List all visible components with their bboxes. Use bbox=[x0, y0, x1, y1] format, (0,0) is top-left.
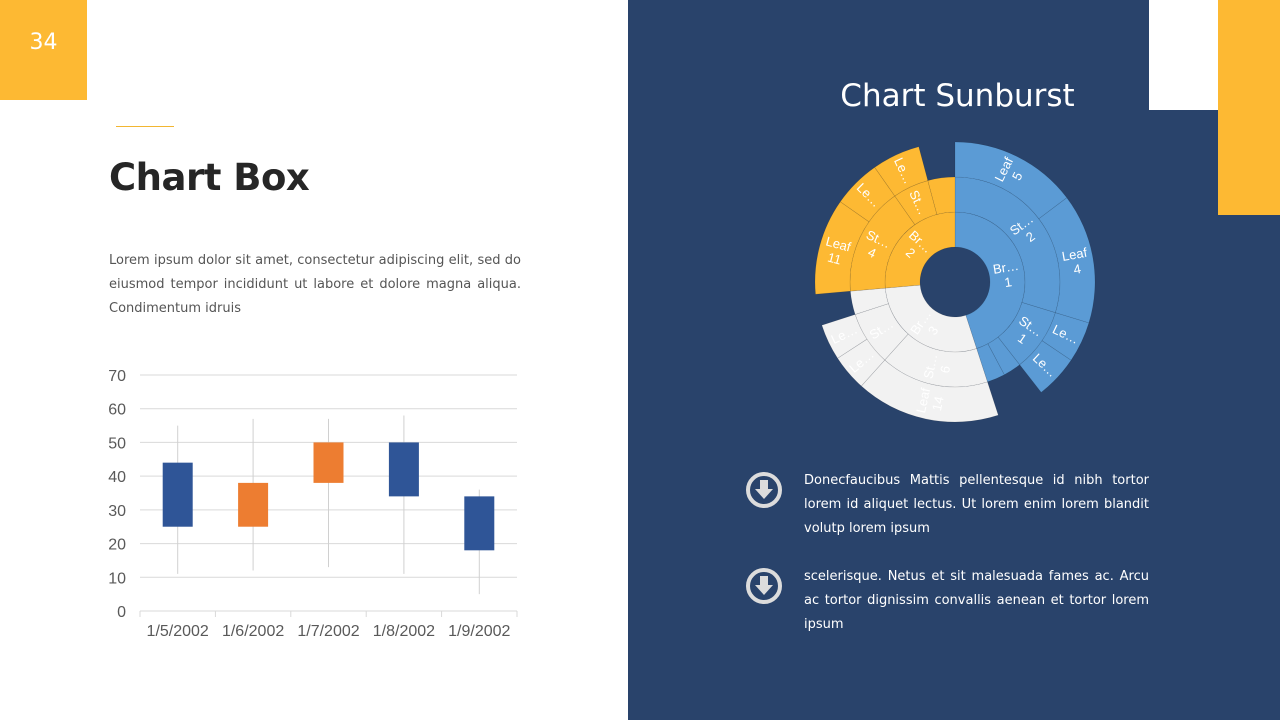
sunburst-segment bbox=[850, 287, 889, 315]
sunburst-segment bbox=[987, 336, 1021, 376]
y-tick-label: 0 bbox=[117, 604, 126, 621]
sunburst-label-name: Leaf bbox=[1061, 245, 1089, 264]
x-tick-label: 1/8/2002 bbox=[373, 623, 435, 640]
candle-box bbox=[238, 482, 269, 527]
y-tick-label: 70 bbox=[108, 368, 126, 385]
sunburst-segment bbox=[874, 146, 929, 197]
y-tick-label: 10 bbox=[108, 570, 126, 587]
sunburst-segment bbox=[821, 314, 868, 359]
candle-box bbox=[388, 442, 419, 497]
sunburst-segment bbox=[814, 201, 870, 295]
decor-white-rect bbox=[1149, 0, 1218, 110]
sunburst-label-number: 11 bbox=[826, 250, 843, 268]
sunburst-segment bbox=[1019, 340, 1072, 393]
sunburst-label-name: St… bbox=[920, 352, 940, 380]
sunburst-segment bbox=[884, 211, 956, 289]
sunburst-label-number: 1 bbox=[1003, 274, 1012, 290]
page-title: Chart Box bbox=[109, 156, 310, 199]
candle-box bbox=[313, 442, 344, 483]
x-tick-label: 1/9/2002 bbox=[448, 623, 510, 640]
y-tick-label: 50 bbox=[108, 435, 126, 452]
sunburst-label-number: 14 bbox=[929, 395, 947, 412]
body-text: Lorem ipsum dolor sit amet, consectetur … bbox=[109, 253, 521, 316]
sunburst-label: Leaf11 bbox=[820, 233, 853, 269]
sunburst-label: Leaf14 bbox=[913, 386, 948, 417]
sunburst-segment bbox=[854, 303, 909, 361]
x-tick-label: 1/5/2002 bbox=[147, 623, 209, 640]
accent-line bbox=[116, 126, 174, 127]
bullet-text: Donecfaucibus Mattis pellentesque id nib… bbox=[804, 473, 1149, 536]
x-tick-label: 1/6/2002 bbox=[222, 623, 284, 640]
sunburst-title: Chart Sunburst bbox=[840, 78, 1075, 114]
y-tick-label: 30 bbox=[108, 503, 126, 520]
bullet-text: scelerisque. Netus et sit malesuada fame… bbox=[804, 569, 1149, 632]
sunburst-label-name: Br… bbox=[992, 258, 1020, 277]
sunburst-segment bbox=[1038, 197, 1096, 324]
sunburst-segment bbox=[1041, 312, 1090, 361]
sunburst-label: Leaf4 bbox=[1061, 245, 1092, 279]
sunburst-segment bbox=[837, 338, 886, 387]
y-tick-label: 40 bbox=[108, 469, 126, 486]
decor-yellow-rect bbox=[1218, 0, 1280, 215]
candle-box bbox=[464, 496, 495, 551]
candle-box bbox=[162, 462, 193, 527]
y-tick-label: 60 bbox=[108, 402, 126, 419]
sunburst-label: Br…1 bbox=[992, 258, 1022, 292]
y-tick-label: 20 bbox=[108, 537, 126, 554]
arrow-down-circle-icon bbox=[746, 472, 782, 508]
sunburst-label-number: 6 bbox=[937, 364, 953, 374]
sunburst-label-name: Leaf bbox=[824, 233, 853, 254]
x-tick-label: 1/7/2002 bbox=[297, 623, 359, 640]
sunburst-label-name: Leaf bbox=[913, 386, 933, 414]
arrow-down-circle-icon bbox=[746, 568, 782, 604]
sunburst-label-number: 4 bbox=[1072, 261, 1082, 277]
sunburst-label: St…6 bbox=[920, 352, 955, 383]
slide-number: 34 bbox=[29, 30, 58, 55]
slide-number-box: 34 bbox=[0, 0, 87, 100]
sunburst-segment bbox=[927, 176, 956, 215]
candlestick-chart: 0 10 20 30 40 50 60 70 1/5/2002 1/6/2002 1/7/2002 1… bbox=[108, 368, 518, 640]
